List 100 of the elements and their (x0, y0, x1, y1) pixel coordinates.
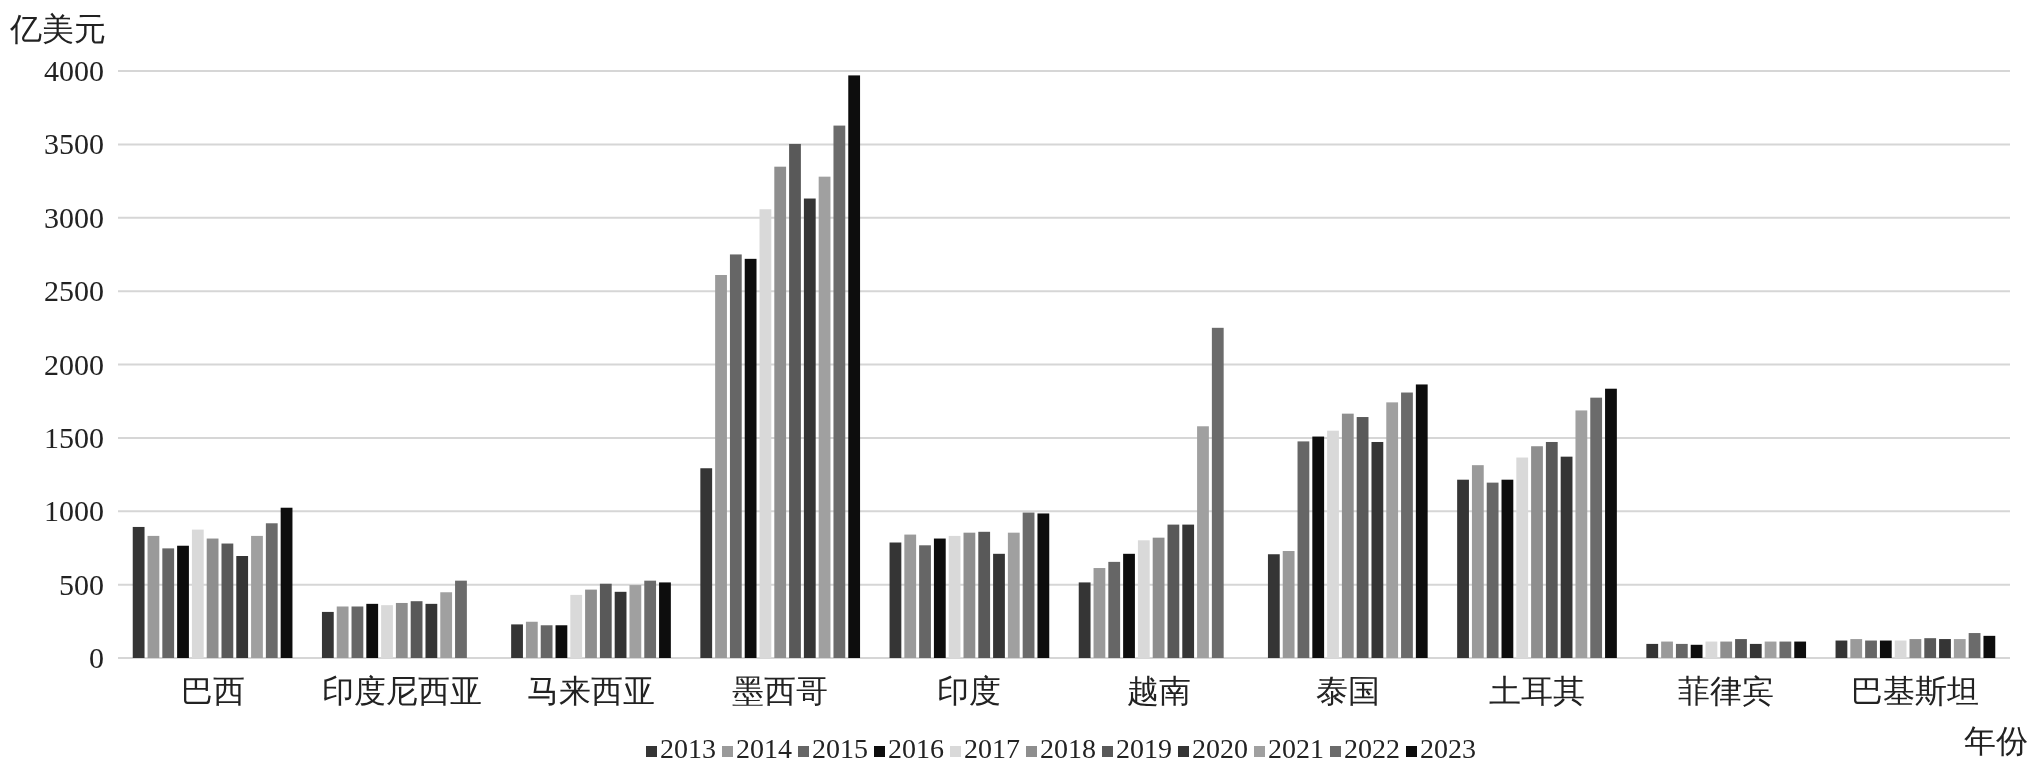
y-tick-label: 2500 (44, 274, 104, 308)
bar (1007, 532, 1020, 658)
bar (1545, 441, 1558, 658)
bar (1415, 384, 1428, 658)
bar (555, 625, 568, 658)
bar (1605, 388, 1617, 658)
legend-label: 2018 (1040, 733, 1096, 764)
bar (132, 526, 145, 658)
y-tick-label: 2000 (44, 347, 104, 381)
bar (1983, 635, 1996, 658)
bar (1953, 639, 1966, 658)
bar (1779, 641, 1792, 658)
bar (1735, 639, 1747, 658)
bar (1879, 640, 1892, 658)
bar (1939, 639, 1951, 658)
bar (933, 538, 946, 658)
bar (280, 507, 293, 658)
bar (511, 624, 523, 658)
bar (1749, 643, 1762, 658)
bar (1720, 641, 1733, 658)
y-tick-label: 1500 (44, 420, 104, 454)
bar (1909, 639, 1922, 658)
bar (700, 468, 713, 658)
bar (1341, 413, 1354, 658)
legend-label: 2013 (660, 733, 716, 764)
bar (1037, 513, 1050, 658)
bar (1197, 426, 1209, 658)
y-tick-label: 1000 (44, 494, 104, 528)
bar (1078, 582, 1091, 658)
bar (1267, 554, 1280, 658)
bar (919, 545, 931, 658)
bar (993, 553, 1005, 658)
bar (366, 603, 379, 658)
bar (614, 591, 627, 658)
legend-label: 2017 (964, 733, 1020, 764)
x-tick-label: 巴基斯坦 (1851, 673, 1980, 709)
bar (1590, 397, 1603, 658)
bar (1356, 417, 1369, 658)
legend-label: 2014 (736, 733, 792, 764)
y-tick-label: 0 (89, 641, 104, 674)
bar (629, 585, 642, 658)
bar (978, 531, 991, 658)
bar (540, 625, 553, 658)
bar (789, 143, 801, 658)
bar (1675, 643, 1688, 658)
bar (1501, 479, 1514, 658)
bar (1575, 410, 1588, 658)
bar (1661, 641, 1673, 658)
bar (1646, 643, 1659, 658)
bar (1865, 640, 1877, 658)
y-tick-label: 500 (59, 567, 104, 601)
bar (177, 545, 189, 658)
legend-label: 2020 (1192, 733, 1248, 764)
bar (162, 548, 175, 658)
bar (1835, 640, 1848, 658)
bar (206, 538, 219, 658)
bar (774, 166, 787, 658)
legend-label: 2019 (1116, 733, 1172, 764)
bar (395, 602, 408, 658)
bar (1093, 568, 1106, 658)
bar (1371, 441, 1384, 658)
x-tick-label: 越南 (1126, 673, 1191, 709)
bar (1386, 402, 1399, 658)
legend-label: 2023 (1420, 733, 1476, 764)
bar (848, 75, 861, 658)
bar (1108, 561, 1121, 658)
y-tick-label: 3500 (44, 127, 104, 161)
bar (729, 254, 742, 658)
x-tick-label: 马来西亚 (527, 673, 655, 709)
y-tick-label: 4000 (44, 54, 104, 87)
bar (1022, 512, 1035, 658)
x-tick-label: 巴西 (180, 673, 245, 709)
bar (1312, 436, 1325, 658)
y-axis-title: 亿美元 (9, 11, 106, 47)
bar (1968, 633, 1981, 658)
bar (1457, 479, 1469, 658)
legend-label: 2015 (812, 733, 868, 764)
bar (525, 621, 538, 658)
y-tick-label: 3000 (44, 200, 104, 234)
bar (818, 176, 831, 658)
bar (1471, 465, 1484, 658)
x-tick-label: 菲律宾 (1678, 673, 1775, 709)
bar (1182, 524, 1195, 658)
bar (455, 580, 467, 658)
bar (803, 198, 816, 658)
x-tick-label: 墨西哥 (732, 673, 829, 709)
bar (1486, 482, 1499, 658)
legend-label: 2022 (1344, 733, 1400, 764)
bar (1764, 641, 1777, 658)
bar (1282, 551, 1295, 658)
bar (904, 534, 917, 658)
bar (440, 592, 453, 658)
bar (1297, 441, 1310, 658)
bar (1794, 641, 1807, 658)
bar (644, 580, 657, 658)
bar (1560, 456, 1573, 658)
x-tick-label: 土耳其 (1489, 673, 1585, 709)
bar (744, 258, 757, 658)
bar (1152, 537, 1165, 658)
bar (1211, 327, 1224, 658)
